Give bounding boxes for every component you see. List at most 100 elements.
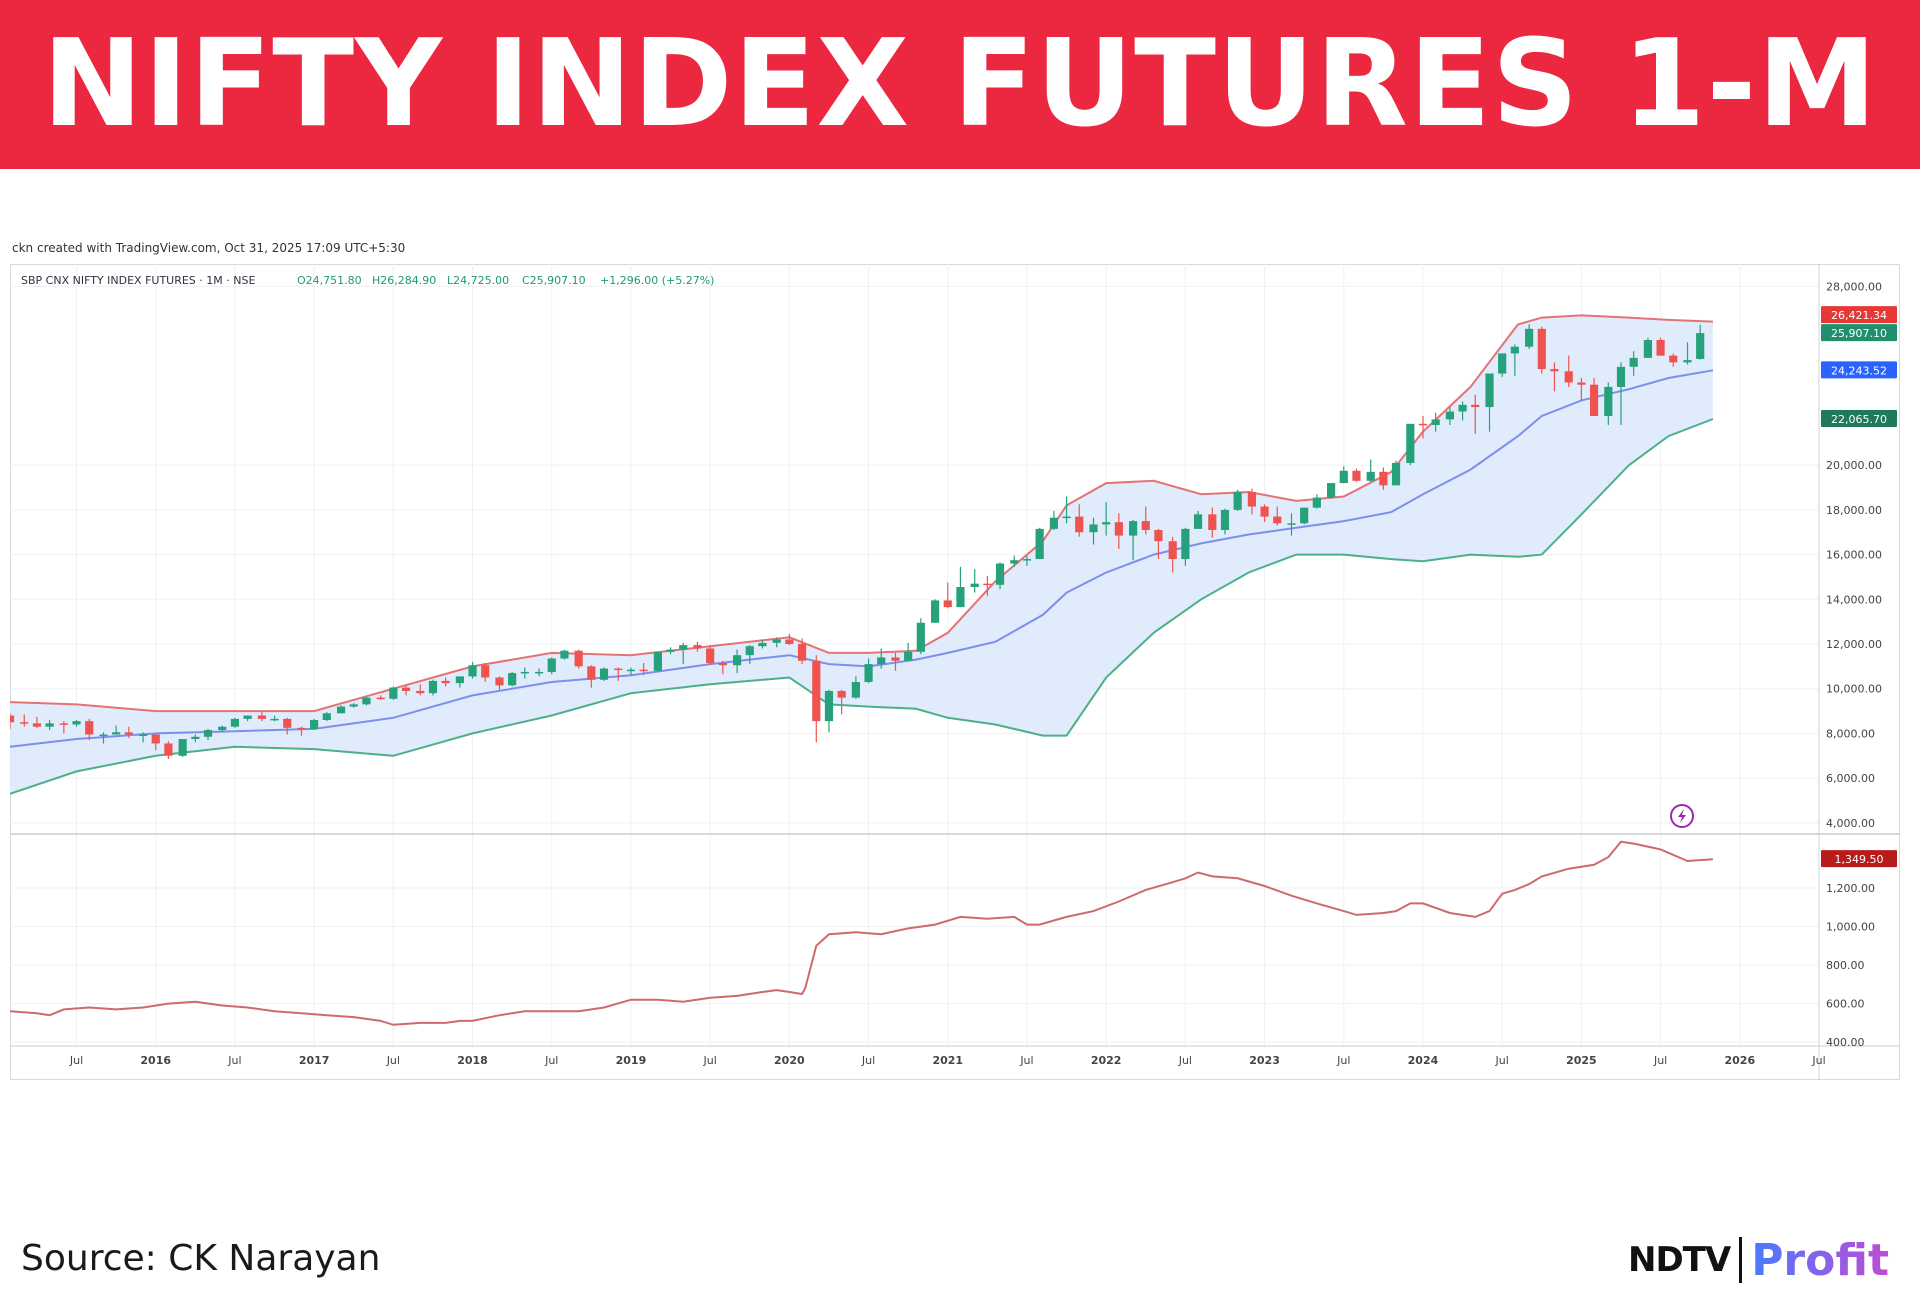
candle (257, 712, 266, 722)
candle (1589, 378, 1599, 416)
candle (1035, 527, 1044, 560)
alert-icon[interactable] (1670, 804, 1694, 828)
candle-body (970, 583, 979, 587)
logo-profit-text: Profit (1751, 1234, 1890, 1286)
candle-body (1589, 384, 1599, 416)
legend-change: +1,296.00 (+5.27%) (600, 274, 714, 287)
price-label: 26,421.34 (1821, 306, 1897, 324)
indicator-series-line (10, 840, 1713, 1026)
candle-body (1604, 386, 1613, 416)
candle-body (1550, 369, 1559, 372)
candle-body (916, 622, 925, 652)
x-tick-label: Jul (1495, 1054, 1509, 1067)
candle-body (574, 650, 583, 667)
candle (481, 663, 490, 682)
candle-body (995, 563, 1005, 585)
x-tick-label: 2020 (774, 1054, 805, 1067)
candle-body (1193, 514, 1203, 529)
candle-body (20, 722, 29, 724)
candle-body (639, 669, 648, 672)
candle-body (1458, 404, 1467, 412)
candle-body (758, 642, 767, 647)
candle (45, 720, 54, 731)
candle-body (560, 650, 569, 659)
candle (1498, 353, 1507, 377)
candle (614, 667, 623, 681)
candle-body (1510, 346, 1519, 354)
candle (191, 734, 200, 743)
candle-body (1168, 541, 1177, 560)
candle (1471, 394, 1480, 434)
candle-body (428, 680, 438, 694)
candle (85, 718, 94, 741)
logo-ndtv-text: NDTV (1628, 1240, 1731, 1280)
candle-body (837, 690, 846, 698)
x-tick-label: 2021 (932, 1054, 963, 1067)
candle (745, 645, 754, 665)
band-middle-line (10, 369, 1714, 748)
x-tick-label: Jul (227, 1054, 241, 1067)
x-tick-label: Jul (1178, 1054, 1192, 1067)
candle-body (243, 715, 252, 719)
candle-body (797, 644, 807, 661)
candle-body (1022, 559, 1032, 561)
candle (112, 725, 121, 735)
candle (1220, 508, 1230, 535)
candle (812, 655, 821, 743)
candle-body (679, 645, 688, 650)
candle-body (785, 639, 794, 644)
x-tick-label: Jul (861, 1054, 875, 1067)
legend-low: L24,725.00 (447, 274, 509, 287)
candle-body (455, 676, 464, 684)
candle-body (1287, 523, 1296, 525)
candle-body (362, 697, 371, 705)
candle-body (401, 687, 411, 691)
y-tick-label: 16,000.00 (1826, 549, 1882, 562)
candle (1616, 362, 1626, 425)
candle-body (1220, 509, 1230, 530)
legend-symbol: SBP CNX NIFTY INDEX FUTURES · 1M · NSE (21, 274, 255, 287)
source-note: Source: CK Narayan (21, 1238, 381, 1279)
candle (1260, 504, 1269, 523)
candle-body (99, 734, 108, 737)
x-tick-label: 2016 (140, 1054, 171, 1067)
candle-body (85, 721, 94, 735)
candle (1102, 502, 1111, 536)
candle (1208, 507, 1217, 538)
candle (441, 677, 450, 687)
candle-body (1577, 382, 1586, 385)
candle (1629, 351, 1638, 376)
price-label-text: 22,065.70 (1831, 413, 1887, 426)
candle (1287, 513, 1296, 536)
candle-body (10, 715, 15, 723)
y-tick-label: 18,000.00 (1826, 504, 1882, 517)
candle-body (112, 732, 121, 735)
candle-body (732, 655, 742, 666)
x-tick-label: 2026 (1724, 1054, 1755, 1067)
candle (1049, 511, 1058, 530)
price-labels: 26,421.34 25,907.10 24,243.52 22,065.70 1,34… (1821, 306, 1897, 868)
candle-body (599, 668, 609, 680)
candle-body (666, 649, 675, 652)
candle (1669, 353, 1678, 367)
candle-body (1656, 340, 1665, 356)
candle-body (1141, 521, 1150, 530)
candle-body (297, 727, 306, 730)
candle-body (1629, 357, 1638, 367)
candle (178, 739, 187, 757)
candle-body (693, 645, 702, 649)
candle (1510, 344, 1519, 376)
candle (1114, 513, 1123, 549)
candle-body (534, 671, 544, 674)
candle (495, 676, 504, 690)
y-tick-label: 800.00 (1826, 959, 1865, 972)
candle-body (257, 715, 266, 719)
candle (891, 652, 900, 671)
legend-open: O24,751.80 (297, 274, 362, 287)
title-banner: NIFTY INDEX FUTURES 1-M (0, 0, 1920, 169)
x-tick-label: Jul (1336, 1054, 1350, 1067)
candle (1445, 407, 1455, 425)
grid (10, 264, 1820, 1046)
candle-body (151, 734, 160, 744)
candle (1075, 504, 1084, 537)
